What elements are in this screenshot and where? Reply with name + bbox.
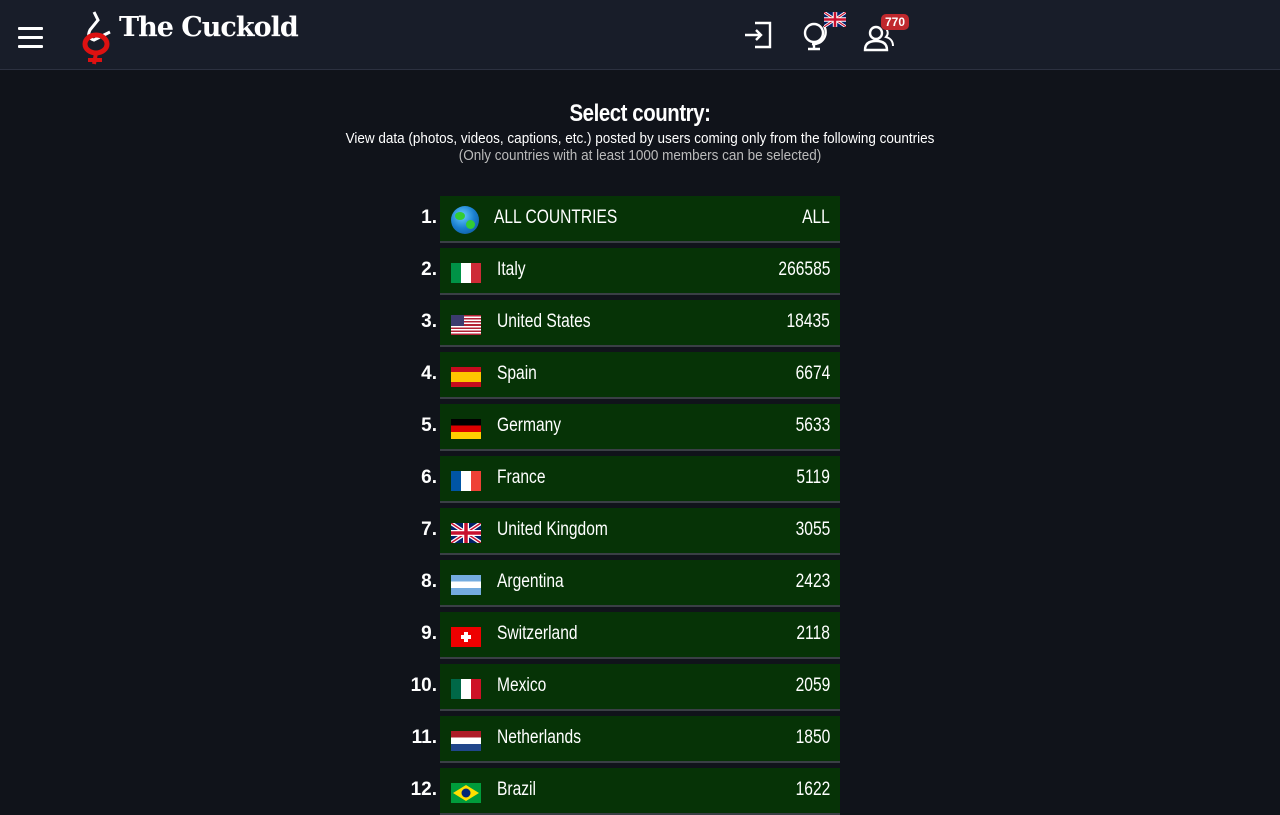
- nl-flag-icon: [451, 731, 481, 751]
- country-name: Italy: [497, 259, 526, 280]
- brand-name[interactable]: The Cuckold: [119, 12, 299, 43]
- country-row-nl[interactable]: Netherlands 1850: [440, 716, 840, 763]
- br-flag-icon: [451, 783, 481, 803]
- notification-badge[interactable]: 770: [881, 14, 910, 30]
- country-row-ch[interactable]: Switzerland 2118: [440, 612, 840, 659]
- mx-flag-icon: [451, 679, 481, 699]
- country-rank: 10.: [410, 675, 437, 696]
- country-name: Netherlands: [497, 727, 582, 748]
- country-row-gb[interactable]: United Kingdom 3055: [440, 508, 840, 555]
- member-count: 2118: [796, 623, 830, 644]
- country-name: United Kingdom: [497, 519, 608, 540]
- country-row-ar[interactable]: Argentina 2423: [440, 560, 840, 607]
- es-flag-icon: [451, 367, 481, 387]
- country-rank: 7.: [421, 519, 437, 540]
- country-row-it[interactable]: Italy 266585: [440, 248, 840, 295]
- country-name: Spain: [497, 363, 537, 384]
- country-name: Mexico: [497, 675, 547, 696]
- member-count: 5633: [795, 415, 830, 436]
- gb-flag-icon: [451, 523, 481, 543]
- country-row-de[interactable]: Germany 5633: [440, 404, 840, 451]
- member-count: 266585: [778, 259, 830, 280]
- logo-icon[interactable]: [80, 10, 116, 66]
- country-rank: 9.: [421, 623, 437, 644]
- country-rank: 4.: [421, 363, 437, 384]
- country-rank: 6.: [421, 467, 437, 488]
- country-name: Brazil: [497, 779, 536, 800]
- member-count: 3055: [795, 519, 830, 540]
- country-name: Switzerland: [497, 623, 578, 644]
- country-name: France: [497, 467, 546, 488]
- member-count: 1850: [795, 727, 830, 748]
- fr-flag-icon: [451, 471, 481, 491]
- page-heading: Select country: View data (photos, video…: [0, 100, 1280, 164]
- country-row-fr[interactable]: France 5119: [440, 456, 840, 503]
- country-name: ALL COUNTRIES: [494, 207, 618, 228]
- country-rank: 3.: [421, 311, 437, 332]
- country-row-es[interactable]: Spain 6674: [440, 352, 840, 399]
- member-count: 2423: [795, 571, 830, 592]
- country-row-us[interactable]: United States 18435: [440, 300, 840, 347]
- de-flag-icon: [451, 419, 481, 439]
- it-flag-icon: [451, 263, 481, 283]
- country-rank: 1.: [421, 207, 437, 228]
- country-rank: 11.: [411, 727, 437, 748]
- country-rank: 12.: [410, 779, 437, 800]
- country-name: United States: [497, 311, 591, 332]
- top-bar: The Cuckold 770: [0, 0, 1280, 70]
- page-note: (Only countries with at least 1000 membe…: [458, 147, 822, 164]
- ar-flag-icon: [451, 575, 481, 595]
- language-globe-icon[interactable]: [802, 20, 830, 52]
- menu-icon[interactable]: [18, 27, 43, 54]
- page-subtitle: View data (photos, videos, captions, etc…: [345, 130, 935, 147]
- country-name: Germany: [497, 415, 562, 436]
- globe-flag-icon: [451, 206, 481, 234]
- ch-flag-icon: [451, 627, 481, 647]
- country-rank: 8.: [421, 571, 437, 592]
- country-rank: 2.: [421, 259, 437, 280]
- member-count: ALL: [802, 207, 830, 228]
- member-count: 1622: [795, 779, 830, 800]
- uk-flag-icon[interactable]: [824, 12, 846, 27]
- us-flag-icon: [451, 315, 481, 335]
- country-name: Argentina: [497, 571, 564, 592]
- login-icon[interactable]: [743, 20, 773, 50]
- country-row-br[interactable]: Brazil 1622: [440, 768, 840, 815]
- member-count: 2059: [795, 675, 830, 696]
- country-row-mx[interactable]: Mexico 2059: [440, 664, 840, 711]
- member-count: 6674: [795, 363, 830, 384]
- page-title: Select country:: [569, 100, 711, 127]
- country-rank: 5.: [421, 415, 437, 436]
- country-row-globe[interactable]: ALL COUNTRIES ALL: [440, 196, 840, 243]
- member-count: 5119: [796, 467, 830, 488]
- member-count: 18435: [786, 311, 830, 332]
